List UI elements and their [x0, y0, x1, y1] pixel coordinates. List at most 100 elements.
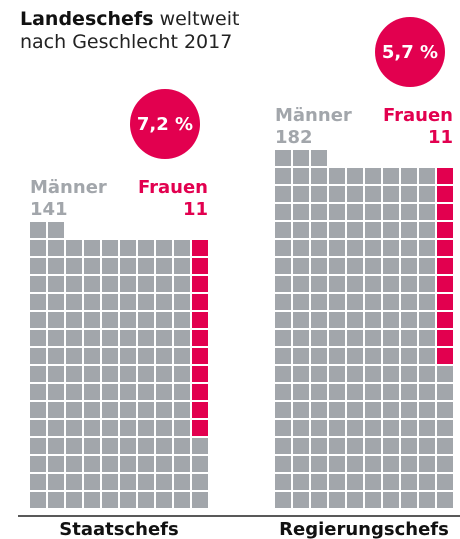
- men-cell: [30, 492, 46, 508]
- men-cell: [365, 204, 381, 220]
- men-cell: [365, 276, 381, 292]
- men-cell: [66, 348, 82, 364]
- men-cell: [156, 330, 172, 346]
- men-cell: [275, 186, 291, 202]
- men-cell: [30, 420, 46, 436]
- men-cell: [84, 384, 100, 400]
- men-cell: [293, 492, 309, 508]
- men-cell: [48, 384, 64, 400]
- men-cell: [275, 276, 291, 292]
- men-cell: [383, 474, 399, 490]
- men-cell: [401, 366, 417, 382]
- men-cell: [66, 384, 82, 400]
- women-cell: [437, 204, 453, 220]
- men-cell: [401, 420, 417, 436]
- men-cell: [84, 240, 100, 256]
- men-cell: [347, 438, 363, 454]
- men-cell: [347, 402, 363, 418]
- chart-subtitle: weltweit nach Geschlecht 2017: [20, 8, 240, 53]
- men-cell: [48, 456, 64, 472]
- men-cell: [329, 492, 345, 508]
- men-cell: [120, 492, 136, 508]
- men-cell: [30, 402, 46, 418]
- men-cell: [347, 294, 363, 310]
- men-cell: [275, 456, 291, 472]
- men-cell: [48, 222, 64, 238]
- men-cell: [30, 384, 46, 400]
- men-cell: [419, 186, 435, 202]
- men-cell: [120, 258, 136, 274]
- men-cell: [30, 258, 46, 274]
- value-label: 141: [30, 199, 68, 220]
- men-cell: [383, 438, 399, 454]
- men-cell: [311, 240, 327, 256]
- men-cell: [30, 240, 46, 256]
- men-cell: [84, 474, 100, 490]
- men-cell: [66, 456, 82, 472]
- men-cell: [401, 474, 417, 490]
- men-cell: [419, 240, 435, 256]
- women-cell: [192, 330, 208, 346]
- men-cell: [311, 384, 327, 400]
- men-cell: [365, 186, 381, 202]
- women-cell: [437, 168, 453, 184]
- men-cell: [120, 366, 136, 382]
- men-cell: [365, 312, 381, 328]
- chart-title: Landeschefs: [20, 8, 154, 30]
- men-cell: [120, 348, 136, 364]
- men-cell: [347, 456, 363, 472]
- women-cell: [192, 384, 208, 400]
- men-cell: [383, 492, 399, 508]
- men-cell: [102, 348, 118, 364]
- men-cell: [120, 384, 136, 400]
- men-cell: [329, 402, 345, 418]
- men-cell: [192, 438, 208, 454]
- men-cell: [383, 276, 399, 292]
- share-label: 7,2 %: [137, 114, 193, 135]
- men-cell: [293, 438, 309, 454]
- men-cell: [138, 420, 154, 436]
- men-cell: [311, 312, 327, 328]
- men-cell: [174, 276, 190, 292]
- men-cell: [401, 456, 417, 472]
- men-cell: [275, 240, 291, 256]
- men-cell: [365, 366, 381, 382]
- men-cell: [174, 492, 190, 508]
- men-cell: [84, 402, 100, 418]
- men-cell: [66, 312, 82, 328]
- men-cell: [275, 384, 291, 400]
- men-cell: [311, 150, 327, 166]
- men-cell: [347, 366, 363, 382]
- men-cell: [30, 276, 46, 292]
- legend-label: Frauen: [138, 177, 208, 198]
- women-cell: [192, 312, 208, 328]
- men-cell: [293, 150, 309, 166]
- men-cell: [102, 294, 118, 310]
- men-cell: [365, 456, 381, 472]
- men-cell: [293, 384, 309, 400]
- men-cell: [192, 492, 208, 508]
- men-cell: [66, 258, 82, 274]
- women-cell: [437, 312, 453, 328]
- men-cell: [311, 330, 327, 346]
- men-cell: [311, 204, 327, 220]
- men-cell: [383, 312, 399, 328]
- men-cell: [365, 168, 381, 184]
- men-cell: [419, 384, 435, 400]
- category-label: Regierungschefs: [279, 519, 449, 539]
- men-cell: [156, 420, 172, 436]
- men-cell: [102, 366, 118, 382]
- men-cell: [347, 204, 363, 220]
- men-cell: [311, 348, 327, 364]
- men-cell: [401, 330, 417, 346]
- men-cell: [174, 438, 190, 454]
- men-cell: [365, 438, 381, 454]
- women-cell: [437, 240, 453, 256]
- men-cell: [347, 258, 363, 274]
- men-cell: [347, 492, 363, 508]
- men-cell: [30, 474, 46, 490]
- men-cell: [138, 294, 154, 310]
- share-badge: [130, 89, 200, 159]
- men-cell: [347, 168, 363, 184]
